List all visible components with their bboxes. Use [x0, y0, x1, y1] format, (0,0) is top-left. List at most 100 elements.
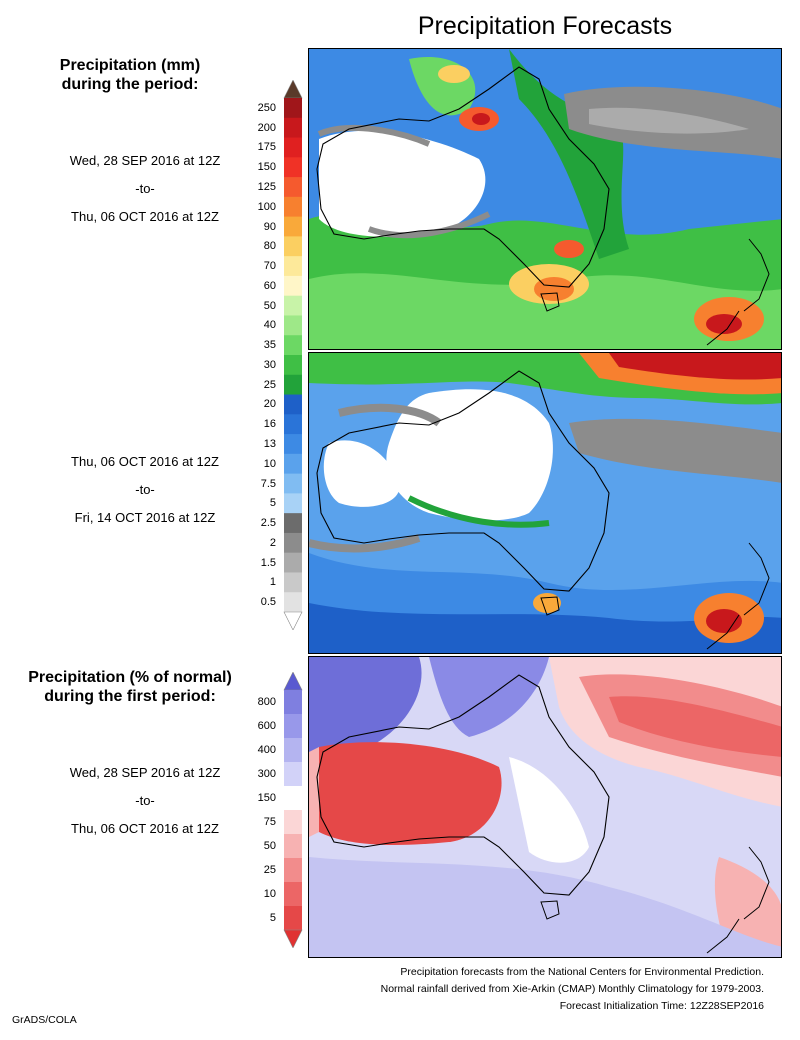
mm-colorbar-segment: [284, 355, 302, 376]
legend-pct-heading: Precipitation (% of normal) during the f…: [0, 668, 260, 706]
footer-notes: Precipitation forecasts from the Nationa…: [381, 964, 764, 1015]
mm-colorbar-tick: 150: [257, 161, 276, 174]
pct-colorbar-tick: 25: [263, 864, 276, 876]
pct-colorbar-segment: [284, 714, 302, 739]
grads-credit: GrADS/COLA: [12, 1014, 77, 1026]
mm-colorbar-segment: [284, 216, 302, 237]
period-2-end: Fri, 14 OCT 2016 at 12Z: [74, 510, 216, 525]
map-period-2: [308, 352, 782, 654]
mm-colorbar-tick: 200: [257, 121, 276, 134]
pct-colorbar-tick: 300: [257, 768, 276, 780]
mm-colorbar-tick: 13: [263, 437, 276, 450]
mm-colorbar-segment: [284, 177, 302, 198]
mm-colorbar-tick: 20: [263, 398, 276, 411]
pct-colorbar-tick: 800: [257, 696, 276, 708]
mm-colorbar-segment: [284, 374, 302, 396]
page-title: Precipitation Forecasts: [417, 12, 673, 40]
mm-colorbar-segment: [284, 137, 302, 158]
mm-colorbar-top-arrow: [283, 80, 303, 99]
pct-colorbar-tick: 150: [257, 792, 276, 804]
period-1-start: Wed, 28 SEP 2016 at 12Z: [69, 153, 221, 168]
mm-colorbar-segment: [284, 513, 302, 534]
mm-colorbar-segment: [284, 552, 302, 573]
mm-colorbar-segment: [284, 434, 302, 455]
mm-colorbar-tick: 7.5: [260, 477, 276, 490]
pct-colorbar-tick: 600: [257, 720, 276, 732]
mm-colorbar-segment: [284, 275, 302, 297]
period-2-sep: -to-: [135, 482, 155, 497]
pct-colorbar-tick: 5: [269, 912, 276, 924]
mm-colorbar-graphic: [283, 80, 303, 630]
mm-colorbar-segment: [284, 98, 302, 119]
map-percent-normal-graphic: [309, 657, 781, 957]
mm-colorbar-segment: [284, 117, 302, 139]
footer-line-1: Precipitation forecasts from the Nationa…: [400, 966, 764, 978]
pct-colorbar-segment: [284, 738, 302, 763]
mm-colorbar-tick: 40: [263, 319, 276, 332]
mm-colorbar-tick: 1: [269, 576, 276, 589]
mm-colorbar-segment: [284, 414, 302, 435]
mm-colorbar-tick: 80: [263, 240, 276, 253]
pct-colorbar-segment: [284, 810, 302, 835]
mm-colorbar-tick: 10: [263, 457, 276, 470]
mm-colorbar-tick: 5: [269, 497, 276, 510]
mm-colorbar-tick: 175: [257, 141, 276, 154]
mm-colorbar-tick: 50: [263, 299, 276, 312]
mm-colorbar-tick: 30: [263, 358, 276, 371]
mm-colorbar-tick: 90: [263, 220, 276, 233]
period-1-sep: -to-: [135, 181, 155, 196]
pct-colorbar-tick: 50: [263, 840, 276, 852]
mm-colorbar-tick: 70: [263, 260, 276, 273]
pct-colorbar-graphic: [283, 672, 303, 948]
pct-colorbar-tick: 10: [263, 888, 276, 900]
period-3-start: Wed, 28 SEP 2016 at 12Z: [69, 765, 221, 780]
period-1-label: Wed, 28 SEP 2016 at 12Z -to- Thu, 06 OCT…: [0, 147, 290, 231]
legend-mm-heading-line2: during the period:: [61, 76, 199, 93]
mm-colorbar-tick: 60: [263, 279, 276, 292]
mm-colorbar-tick: 0.5: [260, 596, 276, 609]
mm-colorbar-tick: 2.5: [260, 517, 276, 530]
mm-colorbar-segment: [284, 572, 302, 593]
pct-colorbar-tick: 400: [257, 744, 276, 756]
pct-colorbar-top-arrow: [283, 672, 303, 691]
legend-pct-heading-line1: Precipitation (% of normal): [28, 669, 232, 686]
period-3-end: Thu, 06 OCT 2016 at 12Z: [71, 821, 219, 836]
mm-colorbar-segment: [284, 493, 302, 514]
map-period-1-graphic: [309, 49, 781, 349]
pct-colorbar-bottom-arrow: [283, 929, 303, 948]
mm-colorbar-segment: [284, 592, 302, 613]
mm-colorbar-tick: 125: [257, 180, 276, 193]
mm-colorbar-segment: [284, 453, 302, 475]
mm-colorbar-segment: [284, 236, 302, 257]
pct-colorbar-segment: [284, 882, 302, 907]
mm-colorbar-tick: 35: [263, 339, 276, 352]
mm-colorbar-segment: [284, 473, 302, 494]
footer-line-2: Normal rainfall derived from Xie-Arkin (…: [380, 983, 764, 995]
mm-colorbar-segment: [284, 315, 302, 336]
pct-colorbar-segment: [284, 690, 302, 715]
map-percent-normal: [308, 656, 782, 958]
mm-colorbar-tick: 16: [263, 418, 276, 431]
mm-colorbar-tick: 100: [257, 200, 276, 213]
mm-colorbar-segment: [284, 295, 302, 316]
colorbar-mm: 250 200 175 150 125 100 90 80 70 60 50 40 35 30 25 20 16…: [250, 80, 330, 630]
mm-colorbar-tick: 2: [269, 536, 276, 549]
mm-colorbar-bottom-arrow: [283, 611, 303, 630]
mm-colorbar-segment: [284, 532, 302, 554]
legend-mm-heading-line1: Precipitation (mm): [59, 57, 201, 74]
period-3-label: Wed, 28 SEP 2016 at 12Z -to- Thu, 06 OCT…: [0, 759, 290, 843]
period-2-start: Thu, 06 OCT 2016 at 12Z: [71, 454, 219, 469]
mm-colorbar-segment: [284, 196, 302, 218]
map-period-2-graphic: [309, 353, 781, 653]
pct-colorbar-segment: [284, 858, 302, 883]
mm-colorbar-tick: 250: [257, 101, 276, 114]
footer-line-3: Forecast Initialization Time: 12Z28SEP20…: [559, 1000, 764, 1012]
colorbar-pct: 800 600 400 300 150 75 50 25 10 5: [250, 672, 330, 948]
mm-colorbar-segment: [284, 335, 302, 356]
legend-pct-heading-line2: during the first period:: [44, 688, 216, 705]
period-3-sep: -to-: [135, 793, 155, 808]
mm-colorbar-segment: [284, 394, 302, 415]
mm-colorbar-segment: [284, 157, 302, 178]
mm-colorbar-segment: [284, 256, 302, 277]
pct-colorbar-segment: [284, 762, 302, 787]
